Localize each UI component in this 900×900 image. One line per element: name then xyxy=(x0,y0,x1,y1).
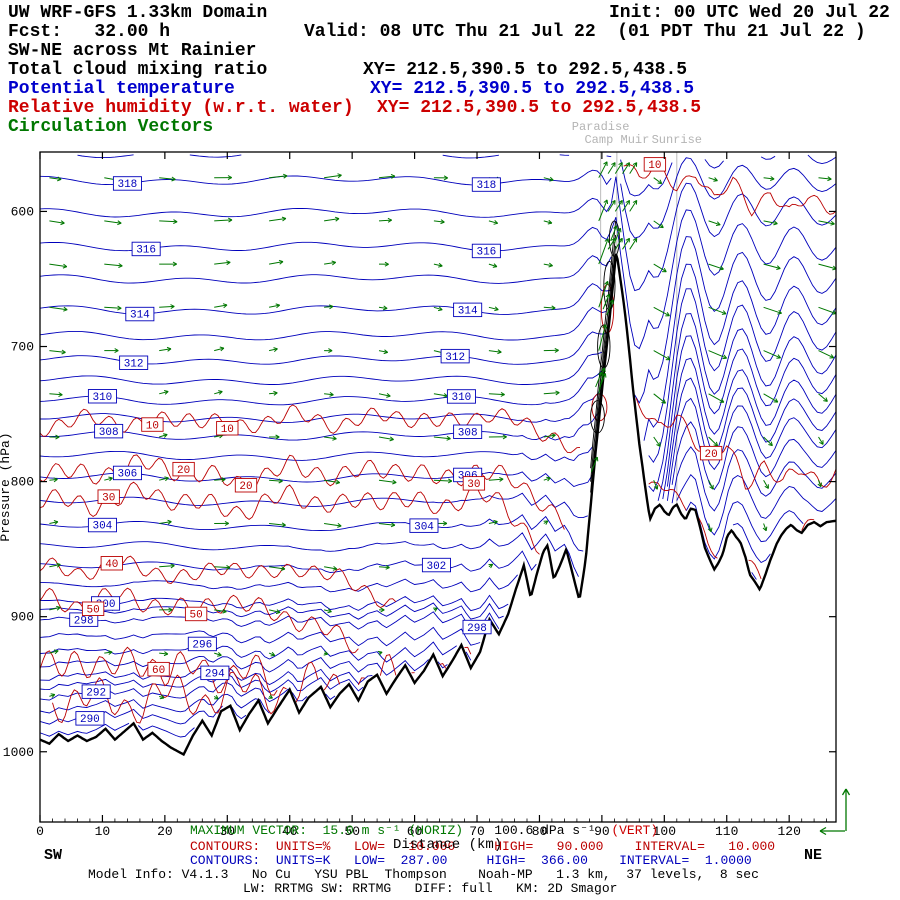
svg-text:90: 90 xyxy=(594,824,610,839)
svg-text:80: 80 xyxy=(532,824,548,839)
svg-text:312: 312 xyxy=(124,359,144,371)
svg-text:50: 50 xyxy=(344,824,360,839)
svg-text:30: 30 xyxy=(467,479,480,491)
domain-title: UW WRF-GFS 1.33km Domain xyxy=(8,3,268,23)
x-axis-title: Distance (km) xyxy=(393,837,503,853)
svg-text:318: 318 xyxy=(117,179,137,191)
svg-text:110: 110 xyxy=(715,824,738,839)
sw-end-label: SW xyxy=(44,847,63,864)
svg-text:314: 314 xyxy=(130,310,150,322)
wind-vectors xyxy=(49,161,837,700)
svg-text:Paradise: Paradise xyxy=(572,120,630,134)
overlay-xy-rh: XY= 212.5,390.5 to 292.5,438.5 xyxy=(377,98,702,118)
svg-text:294: 294 xyxy=(205,669,225,681)
overlay-label-theta: Potential temperature xyxy=(8,79,235,99)
svg-text:298: 298 xyxy=(467,623,487,635)
svg-text:312: 312 xyxy=(445,352,465,364)
axes xyxy=(39,151,837,823)
svg-text:308: 308 xyxy=(99,427,119,439)
overlay-label-rh: Relative humidity (w.r.t. water) xyxy=(8,98,354,118)
svg-text:318: 318 xyxy=(476,180,496,192)
init-time: Init: 00 UTC Wed 20 Jul 22 xyxy=(609,3,890,23)
svg-text:800: 800 xyxy=(11,475,34,490)
overlay-row-theta: Potential temperature XY= 212.5,390.5 to… xyxy=(0,79,900,159)
overlay-xy-theta: XY= 212.5,390.5 to 292.5,438.5 xyxy=(370,79,695,99)
contour-labels: 2902922942962982983003023043043063063083… xyxy=(69,157,723,726)
svg-text:60: 60 xyxy=(407,824,423,839)
y-axis-title: Pressure (hPa) xyxy=(0,432,13,541)
svg-text:100: 100 xyxy=(653,824,676,839)
svg-text:308: 308 xyxy=(458,427,478,439)
svg-text:10: 10 xyxy=(146,420,159,432)
svg-text:314: 314 xyxy=(458,306,478,318)
rh-contour-info: CONTOURS: UNITS=% LOW= 10.000 HIGH= 90.0… xyxy=(190,839,776,854)
overlay-xy-cloud: XY= 212.5,390.5 to 292.5,438.5 xyxy=(363,60,688,80)
svg-text:50: 50 xyxy=(189,610,202,622)
model-info: Model Info: V4.1.3 No Cu YSU PBL Thompso… xyxy=(88,867,759,882)
physics-info: LW: RRTMG SW: RRTMG DIFF: full KM: 2D Sm… xyxy=(243,881,618,896)
overlay-label-vectors: Circulation Vectors xyxy=(8,117,214,137)
svg-text:20: 20 xyxy=(704,449,717,461)
svg-text:306: 306 xyxy=(117,469,137,481)
svg-text:10: 10 xyxy=(221,424,234,436)
theta-contours xyxy=(39,154,837,738)
svg-text:70: 70 xyxy=(469,824,485,839)
svg-text:30: 30 xyxy=(102,492,115,504)
svg-text:30: 30 xyxy=(219,824,235,839)
svg-text:20: 20 xyxy=(177,465,190,477)
svg-text:Sunrise: Sunrise xyxy=(652,133,702,147)
svg-text:600: 600 xyxy=(11,204,34,219)
overlay-label-cloud: Total cloud mixing ratio xyxy=(8,60,268,80)
svg-text:292: 292 xyxy=(86,687,106,699)
svg-text:60: 60 xyxy=(152,665,165,677)
theta-contour-info: CONTOURS: UNITS=K LOW= 287.00 HIGH= 366.… xyxy=(190,853,752,868)
overlay-row-rh: Relative humidity (w.r.t. water) XY= 212… xyxy=(0,98,900,178)
max-vector-segment: 100.6 dPa s⁻¹ xyxy=(463,823,604,838)
section-title: SW-NE across Mt Rainier xyxy=(8,41,257,61)
svg-text:304: 304 xyxy=(414,521,434,533)
forecast-hour: Fcst: 32.00 h xyxy=(8,22,171,42)
ne-end-label: NE xyxy=(804,847,823,864)
svg-text:0: 0 xyxy=(36,824,44,839)
overlay-row-vectors: Circulation Vectors xyxy=(0,117,900,177)
svg-text:900: 900 xyxy=(11,610,34,625)
svg-text:302: 302 xyxy=(426,561,446,573)
svg-text:700: 700 xyxy=(11,340,34,355)
svg-text:Camp Muir: Camp Muir xyxy=(584,133,649,147)
svg-text:120: 120 xyxy=(777,824,800,839)
svg-text:20: 20 xyxy=(157,824,173,839)
overlay-row-cloud: Total cloud mixing ratio XY= 212.5,390.5… xyxy=(0,60,900,140)
svg-text:20: 20 xyxy=(239,481,252,493)
svg-text:316: 316 xyxy=(476,247,496,259)
svg-text:10: 10 xyxy=(648,160,661,172)
svg-text:50: 50 xyxy=(86,605,99,617)
max-vector-segment: MAXIMUM VECTOR: 15.0 m s⁻¹ (HORIZ) xyxy=(190,823,464,838)
svg-text:10: 10 xyxy=(95,824,111,839)
svg-text:298: 298 xyxy=(74,615,94,627)
svg-text:310: 310 xyxy=(92,392,112,404)
vector-legend xyxy=(819,788,851,836)
max-vector-info: MAXIMUM VECTOR: 15.0 m s⁻¹ (HORIZ) 100.6… xyxy=(190,823,658,838)
svg-text:40: 40 xyxy=(105,559,118,571)
svg-text:316: 316 xyxy=(136,245,156,257)
valid-time: Valid: 08 UTC Thu 21 Jul 22 (01 PDT Thu … xyxy=(304,22,866,42)
axis-tick-labels: 600 700 800 900 1000 0 10 20 30 40 50 60 70 80 90 100 11… xyxy=(3,204,801,839)
svg-text:310: 310 xyxy=(451,392,471,404)
svg-text:296: 296 xyxy=(192,640,212,652)
terrain-profile xyxy=(39,253,837,757)
svg-text:40: 40 xyxy=(282,824,298,839)
svg-text:1000: 1000 xyxy=(3,745,34,760)
max-vector-segment: (VERT) xyxy=(603,823,659,838)
svg-text:304: 304 xyxy=(92,521,112,533)
svg-text:290: 290 xyxy=(80,714,100,726)
